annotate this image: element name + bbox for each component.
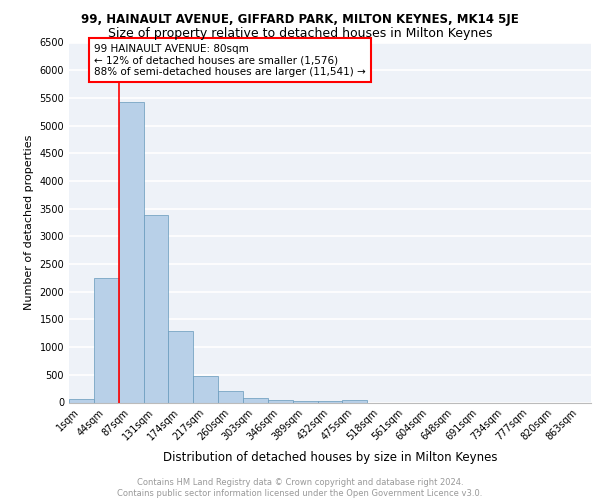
- Text: Size of property relative to detached houses in Milton Keynes: Size of property relative to detached ho…: [108, 28, 492, 40]
- Bar: [343, 400, 367, 402]
- Text: 99 HAINAULT AVENUE: 80sqm
← 12% of detached houses are smaller (1,576)
88% of se: 99 HAINAULT AVENUE: 80sqm ← 12% of detac…: [94, 44, 365, 77]
- Text: 99, HAINAULT AVENUE, GIFFARD PARK, MILTON KEYNES, MK14 5JE: 99, HAINAULT AVENUE, GIFFARD PARK, MILTO…: [81, 12, 519, 26]
- Bar: [193, 376, 218, 402]
- Y-axis label: Number of detached properties: Number of detached properties: [24, 135, 34, 310]
- Bar: [169, 331, 193, 402]
- Bar: [268, 400, 293, 402]
- Bar: [94, 278, 119, 402]
- Bar: [69, 400, 94, 402]
- Bar: [119, 102, 143, 403]
- Bar: [243, 398, 268, 402]
- Bar: [293, 401, 317, 402]
- Bar: [143, 216, 169, 402]
- Text: Contains HM Land Registry data © Crown copyright and database right 2024.
Contai: Contains HM Land Registry data © Crown c…: [118, 478, 482, 498]
- Bar: [218, 392, 243, 402]
- X-axis label: Distribution of detached houses by size in Milton Keynes: Distribution of detached houses by size …: [163, 450, 497, 464]
